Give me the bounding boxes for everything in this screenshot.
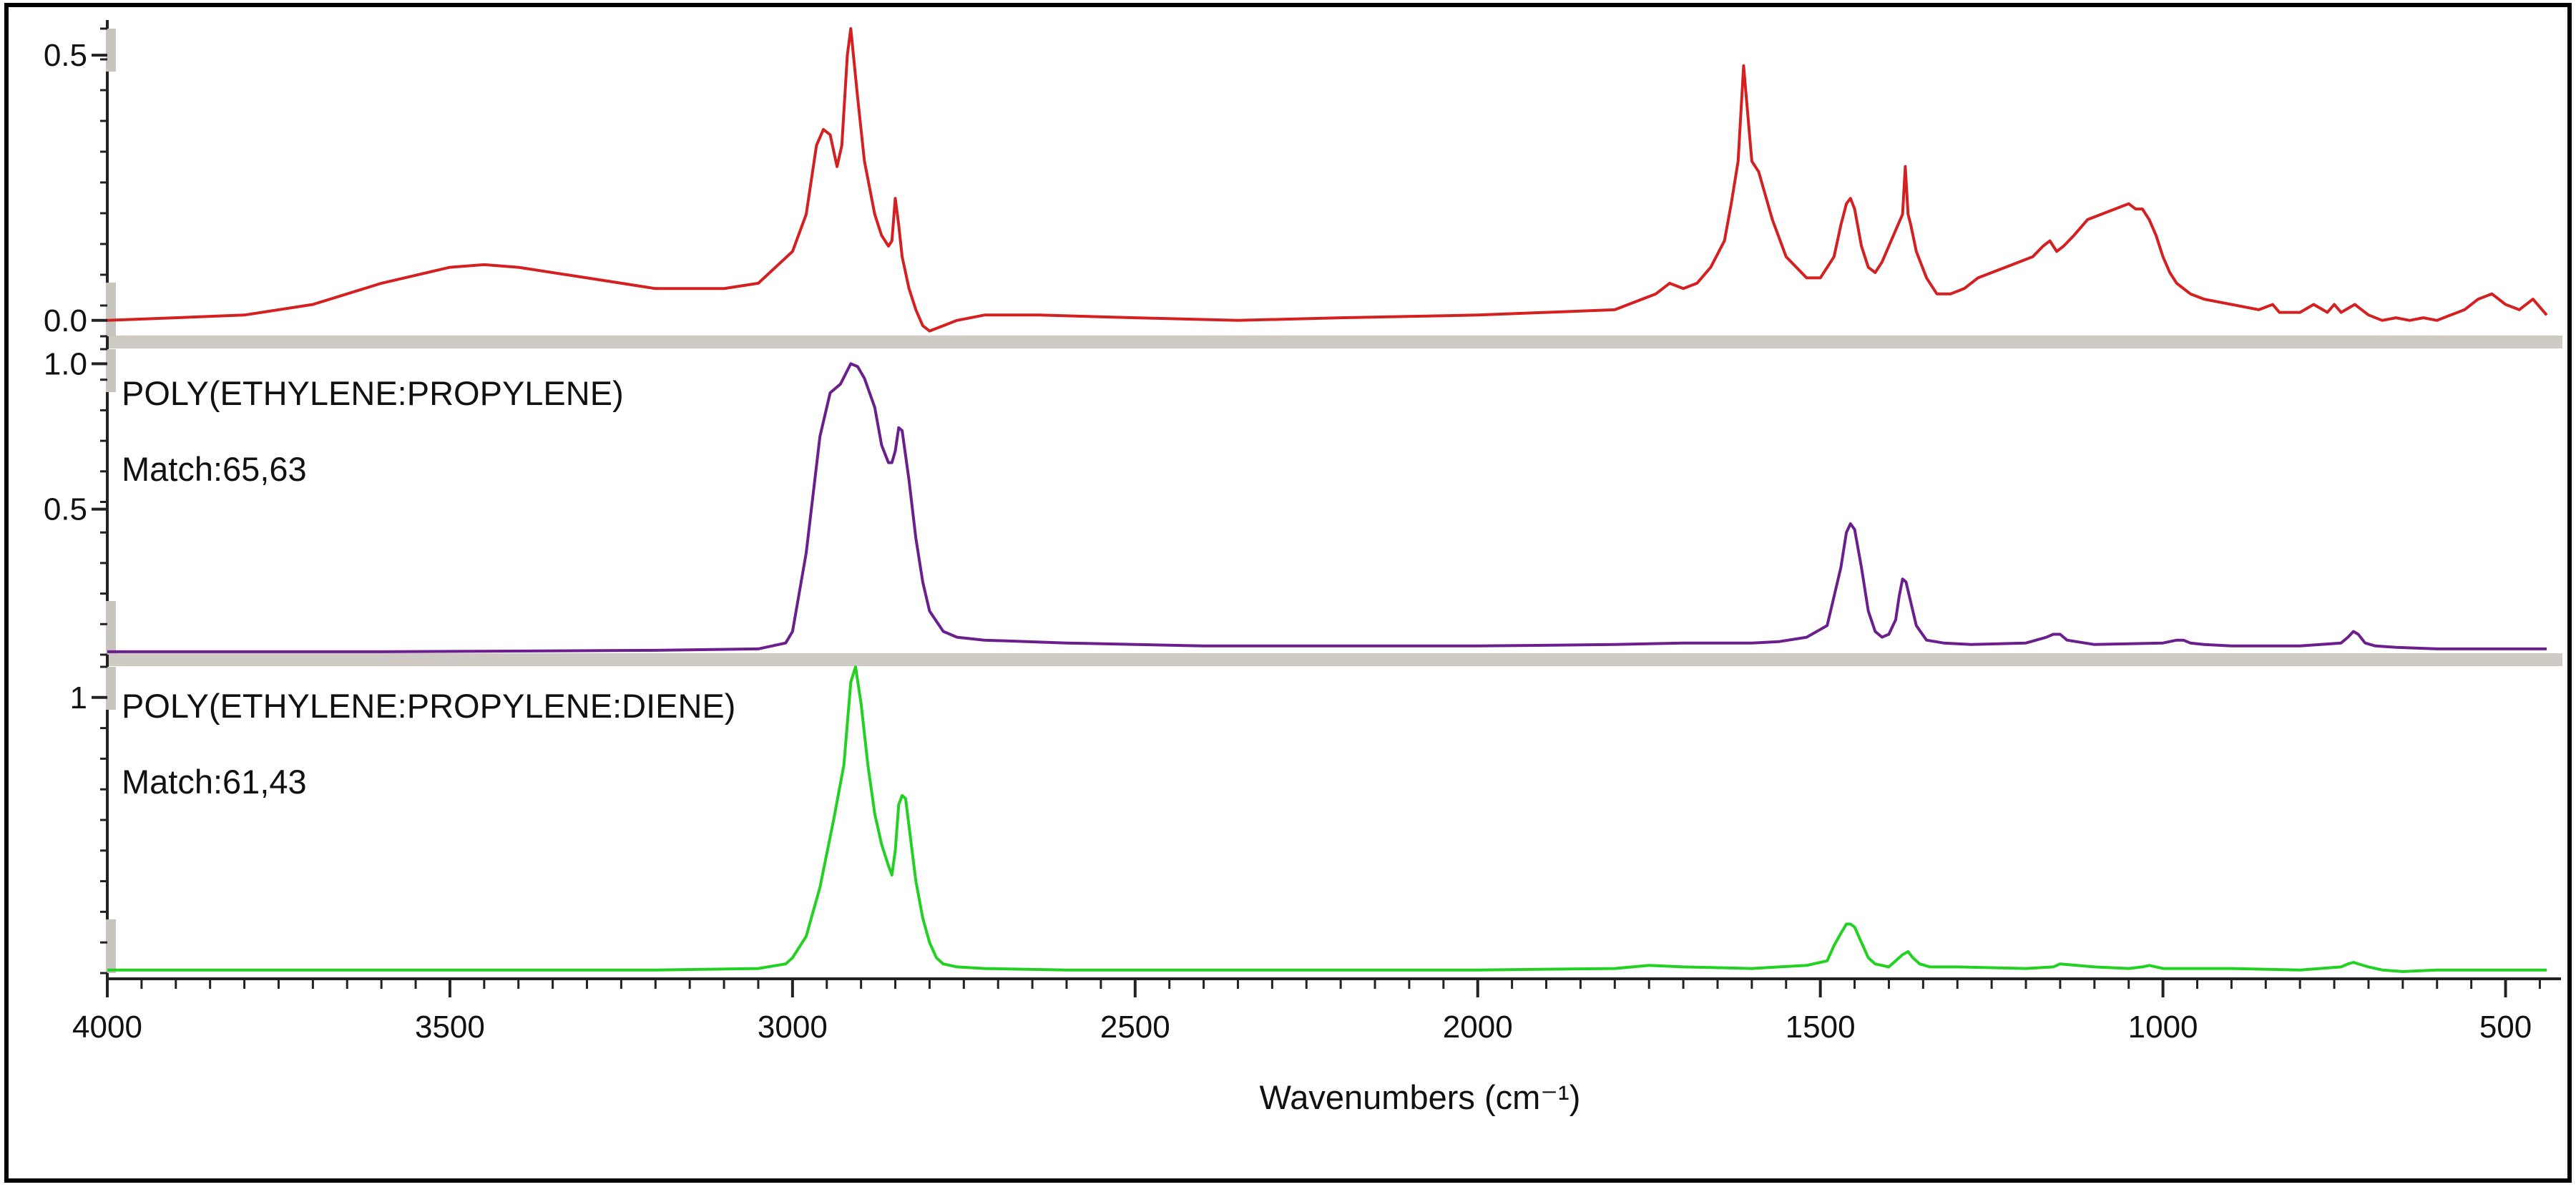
x-tick-label: 3500 [415,1010,485,1045]
panel-separator-1 [107,336,2562,348]
y-axis-band-1 [106,283,116,336]
panel-separators [107,336,2562,666]
y-axis-band-top-1 [106,29,116,72]
y-tick-label: 0.5 [44,492,87,527]
y-axis-band-top-3 [106,667,116,710]
panel2-compound-label: POLY(ETHYLENE:PROPYLENE) [122,374,624,412]
y-axis-band-2 [106,601,116,655]
x-tick-label: 1000 [2128,1010,2198,1045]
y-axis-band-top-2 [106,349,116,392]
panel2-match-label: Match:65,63 [122,450,307,488]
y-tick-label: 1 [70,680,87,715]
x-tick-label: 2000 [1443,1010,1513,1045]
x-tick-label: 2500 [1100,1010,1170,1045]
spectrum-line-3 [107,665,2547,973]
y-axes: 0.5 0.0 1.0 0.5 1 [44,20,116,979]
y-tick-label: 1.0 [44,346,87,381]
spectrum-line-1 [107,27,2548,333]
x-tick-label: 1500 [1786,1010,1856,1045]
panel3-compound-label: POLY(ETHYLENE:PROPYLENE:DIENE) [122,687,735,725]
y-tick-label: 0.0 [44,303,87,338]
y-tick-label: 0.5 [44,38,87,73]
y-axis-band-3 [106,919,116,973]
x-tick-label: 4000 [72,1010,142,1045]
chart-frame [4,3,2572,1183]
spectrum-line-2 [107,362,2547,653]
panel-separator-2 [107,653,2562,666]
x-tick-label: 500 [2479,1010,2532,1045]
panel3-match-label: Match:61,43 [122,763,307,801]
panel-annotations: POLY(ETHYLENE:PROPYLENE) Match:65,63 POL… [122,374,735,801]
x-axis: 4000 3500 3000 2500 2000 1500 1000 500 [72,977,2561,1045]
x-axis-label: Wavenumbers (cm⁻¹) [1260,1078,1581,1116]
spectra [107,27,2548,973]
x-tick-label: 3000 [758,1010,828,1045]
